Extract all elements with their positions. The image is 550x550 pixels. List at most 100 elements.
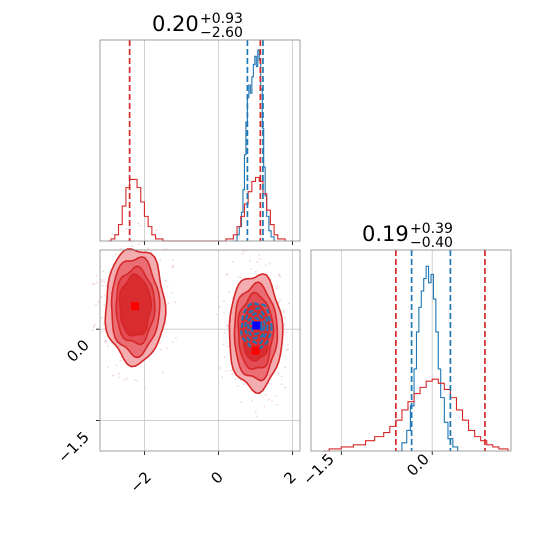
scatter-point bbox=[118, 376, 121, 379]
scatter-point bbox=[115, 364, 118, 366]
scatter-point bbox=[271, 400, 273, 403]
scatter-point bbox=[125, 227, 128, 230]
scatter-point bbox=[104, 340, 107, 343]
scatter-point bbox=[280, 383, 283, 386]
x-tick-label-neg2: −2 bbox=[126, 468, 154, 496]
title-param1-value: 0.20 bbox=[152, 12, 199, 36]
scatter-point bbox=[222, 343, 225, 346]
scatter-point bbox=[287, 302, 290, 305]
scatter-point bbox=[218, 305, 221, 308]
scatter-point bbox=[275, 287, 278, 290]
title-param2-value: 0.19 bbox=[362, 222, 409, 246]
scatter-point bbox=[126, 377, 129, 380]
scatter-point bbox=[106, 365, 109, 368]
scatter-point bbox=[223, 311, 225, 314]
blue-contour-cluster bbox=[240, 302, 273, 352]
scatter-point bbox=[159, 348, 162, 351]
scatter-point bbox=[275, 395, 278, 397]
scatter-point bbox=[93, 323, 96, 326]
scatter-point bbox=[226, 345, 229, 348]
x-tick-label-2: 2 bbox=[280, 468, 299, 487]
scatter-point bbox=[101, 278, 104, 281]
blue-contour-level-3 bbox=[249, 317, 263, 336]
scatter-point bbox=[256, 261, 258, 264]
scatter-point bbox=[223, 300, 225, 303]
scatter-point bbox=[100, 295, 103, 298]
scatter-point bbox=[280, 375, 283, 378]
scatter-point bbox=[111, 233, 114, 236]
scatter-point bbox=[225, 274, 228, 276]
scatter-point bbox=[279, 298, 282, 301]
scatter-point bbox=[129, 220, 132, 223]
title-param1-plus: +0.93 bbox=[200, 11, 243, 27]
scatter-point bbox=[146, 247, 149, 250]
scatter-point bbox=[131, 245, 134, 247]
scatter-point bbox=[221, 376, 223, 379]
scatter-point bbox=[133, 379, 136, 382]
scatter-point bbox=[170, 291, 173, 294]
scatter-point bbox=[157, 240, 160, 243]
blue-contour-level-1 bbox=[244, 307, 269, 345]
scatter-point bbox=[97, 300, 100, 303]
scatter-point bbox=[103, 294, 106, 296]
scatter-point bbox=[268, 262, 271, 265]
scatter-point bbox=[242, 383, 245, 386]
histogram-blue-series bbox=[233, 49, 275, 242]
scatter-point bbox=[175, 337, 177, 339]
scatter-point bbox=[291, 351, 294, 354]
y-tick-label-0: 0.0 bbox=[63, 336, 93, 366]
scatter-point bbox=[141, 240, 144, 243]
scatter-point bbox=[114, 253, 117, 256]
contour-x-tick-labels: −2 0 2 bbox=[126, 468, 299, 496]
scatter-point bbox=[161, 371, 164, 374]
scatter-point bbox=[172, 264, 174, 267]
scatter-point bbox=[239, 400, 242, 403]
scatter-point bbox=[130, 240, 133, 243]
scatter-point bbox=[277, 372, 279, 375]
title-param2: 0.19 +0.39 −0.40 bbox=[362, 221, 453, 251]
hist2-x-tick-labels: −1.5 0.0 bbox=[299, 450, 432, 488]
scatter-point bbox=[91, 283, 94, 285]
scatter-point bbox=[264, 394, 267, 396]
scatter-point bbox=[92, 325, 95, 328]
scatter-point bbox=[285, 348, 288, 351]
scatter-point bbox=[105, 284, 108, 287]
scatter-point bbox=[127, 237, 130, 240]
scatter-point bbox=[241, 252, 244, 255]
scatter-point bbox=[230, 369, 232, 372]
scatter-point bbox=[287, 343, 289, 346]
panel-frame bbox=[99, 39, 301, 242]
scatter-point bbox=[219, 367, 222, 369]
scatter-point bbox=[102, 270, 105, 273]
panel-frame bbox=[310, 249, 512, 452]
scatter-point bbox=[171, 259, 174, 261]
scatter-point bbox=[284, 366, 287, 369]
scatter-point bbox=[225, 370, 227, 372]
scatter-point bbox=[159, 258, 162, 261]
title-param1: 0.20 +0.93 −2.60 bbox=[152, 11, 243, 41]
scatter-point bbox=[155, 229, 158, 232]
contour-y-tick-labels: 0.0 −1.5 bbox=[54, 336, 92, 466]
marker-2 bbox=[251, 346, 260, 355]
scatter-point bbox=[100, 280, 103, 283]
scatter-point bbox=[228, 291, 231, 293]
scatter-point bbox=[123, 378, 126, 381]
scatter-point bbox=[164, 279, 167, 282]
histogram-blue-series bbox=[395, 265, 459, 452]
scatter-point bbox=[144, 386, 147, 389]
hist2-x-tick-label-neg1.5: −1.5 bbox=[299, 450, 337, 488]
scatter-point bbox=[263, 405, 266, 408]
scatter-point bbox=[118, 372, 121, 375]
scatter-point bbox=[95, 303, 97, 306]
scatter-point bbox=[93, 282, 96, 285]
scatter-point bbox=[276, 403, 279, 406]
scatter-point bbox=[165, 322, 168, 325]
scatter-point bbox=[278, 274, 281, 277]
scatter-point bbox=[95, 274, 98, 277]
scatter-point bbox=[223, 356, 226, 359]
scatter-point bbox=[165, 248, 168, 250]
scatter-point bbox=[232, 260, 234, 263]
scatter-point bbox=[286, 331, 289, 334]
scatter-point bbox=[283, 323, 286, 326]
title-param1-minus: −2.60 bbox=[200, 25, 243, 41]
